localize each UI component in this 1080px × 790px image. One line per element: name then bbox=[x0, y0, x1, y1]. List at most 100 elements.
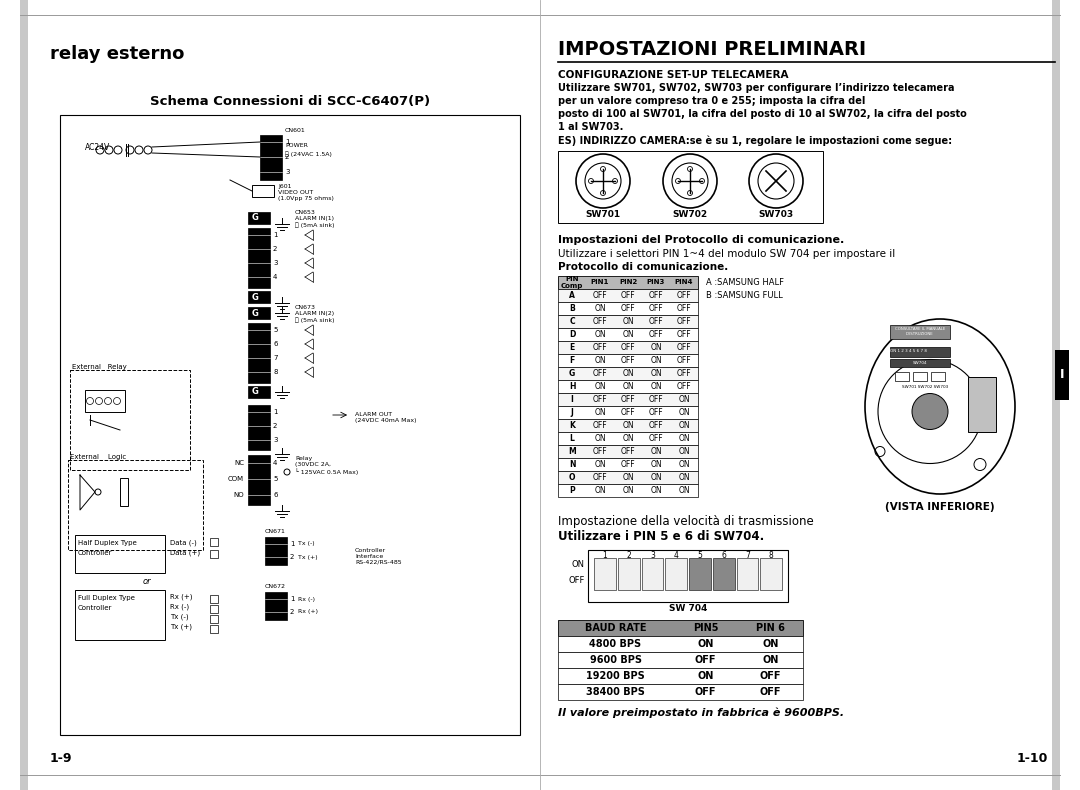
Text: SW701: SW701 bbox=[585, 210, 621, 219]
Text: E: E bbox=[569, 343, 575, 352]
Text: Interface: Interface bbox=[355, 554, 383, 559]
Bar bbox=[558, 393, 698, 406]
Text: 7: 7 bbox=[745, 551, 750, 560]
Text: OFF: OFF bbox=[649, 291, 663, 300]
Text: M: M bbox=[568, 447, 576, 456]
Text: ON: ON bbox=[678, 447, 690, 456]
Text: ON: ON bbox=[762, 639, 779, 649]
Text: AC24V: AC24V bbox=[85, 144, 110, 152]
Bar bbox=[248, 323, 270, 383]
Bar bbox=[558, 380, 698, 393]
Text: (1.0Vpp 75 ohms): (1.0Vpp 75 ohms) bbox=[278, 196, 334, 201]
Text: OFF: OFF bbox=[621, 447, 635, 456]
Text: CN672: CN672 bbox=[265, 584, 286, 589]
Text: 5: 5 bbox=[273, 327, 278, 333]
Text: 5: 5 bbox=[273, 476, 278, 482]
Bar bbox=[642, 558, 663, 590]
Text: ON: ON bbox=[698, 639, 714, 649]
Bar bbox=[265, 592, 287, 620]
Text: External   Relay: External Relay bbox=[72, 364, 126, 370]
Text: ON: ON bbox=[622, 421, 634, 430]
Text: per un valore compreso tra 0 e 255; imposta la cifra del: per un valore compreso tra 0 e 255; impo… bbox=[558, 96, 865, 106]
Text: ON: ON bbox=[622, 369, 634, 378]
Bar bbox=[558, 406, 698, 419]
Text: └ 125VAC 0.5A Max): └ 125VAC 0.5A Max) bbox=[295, 468, 359, 475]
Text: OFF: OFF bbox=[593, 291, 607, 300]
Text: (30VDC 2A,: (30VDC 2A, bbox=[295, 462, 330, 467]
Bar bbox=[248, 307, 270, 319]
Text: 1: 1 bbox=[273, 409, 278, 415]
Text: 2: 2 bbox=[273, 246, 278, 252]
Bar bbox=[588, 550, 788, 602]
Text: IMPOSTAZIONI PRELIMINARI: IMPOSTAZIONI PRELIMINARI bbox=[558, 40, 866, 59]
Bar bbox=[737, 558, 758, 590]
Text: OFF: OFF bbox=[593, 473, 607, 482]
Text: Utilizzare SW701, SW702, SW703 per configurare l’indirizzo telecamera: Utilizzare SW701, SW702, SW703 per confi… bbox=[558, 83, 955, 93]
Bar bbox=[68, 460, 203, 550]
Bar bbox=[558, 684, 804, 700]
Bar bbox=[558, 652, 804, 668]
Text: ON: ON bbox=[678, 460, 690, 469]
Text: 3: 3 bbox=[273, 437, 278, 443]
Bar bbox=[558, 471, 698, 484]
Text: 1: 1 bbox=[603, 551, 607, 560]
Text: OFF: OFF bbox=[621, 395, 635, 404]
Text: Tx (+): Tx (+) bbox=[298, 555, 318, 559]
Text: Impostazione della velocità di trasmissione: Impostazione della velocità di trasmissi… bbox=[558, 515, 813, 528]
Text: PIN
Comp: PIN Comp bbox=[561, 276, 583, 289]
Bar bbox=[689, 558, 711, 590]
Text: Relay: Relay bbox=[295, 456, 312, 461]
Bar bbox=[558, 302, 698, 315]
Text: posto di 100 al SW701, la cifra del posto di 10 al SW702, la cifra del posto: posto di 100 al SW701, la cifra del post… bbox=[558, 109, 967, 119]
Text: G: G bbox=[569, 369, 576, 378]
Text: COM: COM bbox=[228, 476, 244, 482]
Text: (24VDC 40mA Max): (24VDC 40mA Max) bbox=[355, 418, 417, 423]
Text: ON: ON bbox=[650, 369, 662, 378]
Text: ON: ON bbox=[678, 473, 690, 482]
Text: ALARM IN(1): ALARM IN(1) bbox=[295, 216, 334, 221]
Text: SW702: SW702 bbox=[673, 210, 707, 219]
Bar bbox=[558, 289, 698, 302]
Text: or: or bbox=[143, 577, 151, 586]
Text: OFF: OFF bbox=[677, 356, 691, 365]
Text: ON: ON bbox=[594, 304, 606, 313]
Text: PIN5: PIN5 bbox=[692, 623, 718, 633]
Text: SW703: SW703 bbox=[758, 210, 794, 219]
Bar bbox=[248, 291, 270, 303]
Text: ON: ON bbox=[594, 382, 606, 391]
Text: 1-9: 1-9 bbox=[50, 752, 72, 765]
Text: F: F bbox=[569, 356, 575, 365]
Text: Tx (+): Tx (+) bbox=[170, 624, 192, 630]
Bar bbox=[252, 185, 274, 197]
Bar bbox=[210, 625, 218, 633]
Text: ES) INDIRIZZO CAMERA:se è su 1, regolare le impostazioni come segue:: ES) INDIRIZZO CAMERA:se è su 1, regolare… bbox=[558, 135, 953, 145]
Text: 2: 2 bbox=[291, 609, 295, 615]
Text: 5: 5 bbox=[698, 551, 702, 560]
Bar bbox=[558, 636, 804, 652]
Bar bbox=[558, 328, 698, 341]
Text: OFF: OFF bbox=[649, 304, 663, 313]
Text: I: I bbox=[570, 395, 573, 404]
Text: Data (-): Data (-) bbox=[170, 540, 197, 547]
Text: B :SAMSUNG FULL: B :SAMSUNG FULL bbox=[706, 291, 783, 300]
Text: 8: 8 bbox=[273, 369, 278, 375]
Text: BAUD RATE: BAUD RATE bbox=[584, 623, 646, 633]
Bar bbox=[210, 550, 218, 558]
Text: OFF: OFF bbox=[593, 369, 607, 378]
Bar bbox=[665, 558, 687, 590]
Bar bbox=[890, 359, 950, 367]
Text: Rx (+): Rx (+) bbox=[298, 610, 318, 615]
Text: C: C bbox=[569, 317, 575, 326]
Text: OFF: OFF bbox=[649, 395, 663, 404]
Text: 3: 3 bbox=[650, 551, 654, 560]
Text: G: G bbox=[252, 213, 259, 223]
Text: H: H bbox=[569, 382, 576, 391]
Text: 4: 4 bbox=[674, 551, 678, 560]
Text: OFF: OFF bbox=[694, 655, 716, 665]
Text: Data (+): Data (+) bbox=[170, 550, 200, 556]
Text: ON: ON bbox=[594, 408, 606, 417]
Text: J: J bbox=[570, 408, 573, 417]
Text: 6: 6 bbox=[273, 341, 278, 347]
Bar bbox=[558, 341, 698, 354]
Text: ON: ON bbox=[650, 343, 662, 352]
